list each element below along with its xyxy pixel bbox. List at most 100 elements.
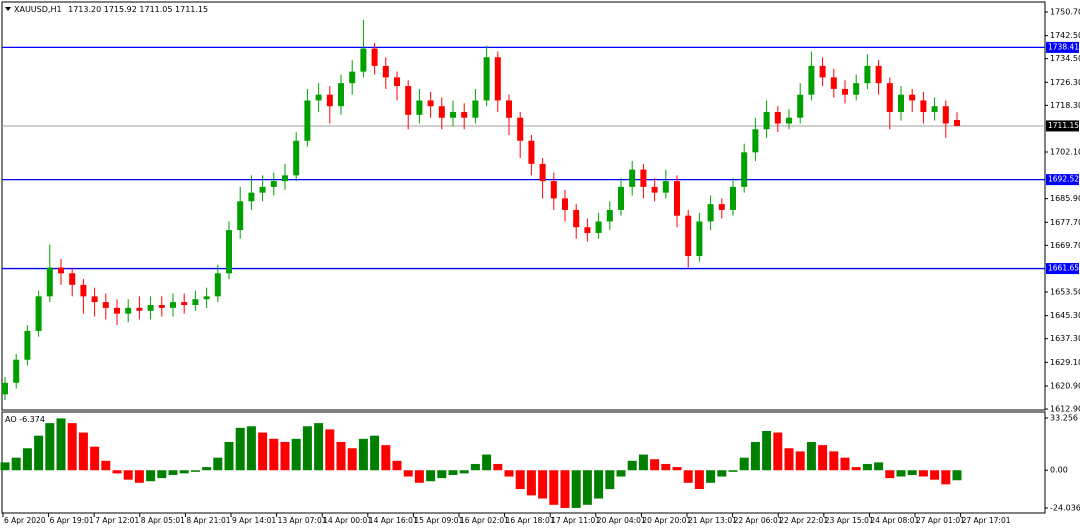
x-tick-label: 6 Apr 19:01: [50, 516, 94, 525]
y2-tick-label: 0.00: [1050, 466, 1068, 475]
indicator-panel: [1, 411, 1046, 514]
ao-bar: [302, 426, 312, 471]
ao-bar: [560, 470, 570, 508]
candle-body: [472, 100, 479, 118]
ao-bar: [627, 460, 637, 471]
x-tick-label: 20 Apr 04:01: [597, 516, 646, 525]
ao-bar: [280, 441, 290, 471]
candle-body: [763, 111, 770, 130]
candle-body: [394, 77, 400, 87]
ao-bar: [392, 460, 402, 471]
candle-body: [707, 204, 714, 222]
ao-bar: [56, 418, 66, 471]
x-tick-label: 6 Apr 2020: [4, 516, 46, 525]
ao-bar: [347, 448, 357, 471]
candle-body: [416, 100, 423, 115]
candle-body: [931, 106, 938, 112]
level-tag: [1046, 263, 1079, 275]
candle-body: [808, 65, 815, 95]
level-tag-label: 1692.52: [1048, 175, 1079, 184]
candle-body: [192, 299, 199, 305]
ao-bar: [11, 457, 21, 471]
price-tag: [1046, 120, 1079, 132]
ao-bar: [0, 462, 10, 471]
candle-body: [136, 307, 143, 311]
ao-bar: [504, 470, 514, 477]
candle-body: [842, 88, 848, 95]
ao-bar: [246, 426, 256, 471]
ao-bar: [594, 470, 604, 499]
y-tick-label: 1669.70: [1050, 241, 1080, 250]
candle-body: [326, 94, 333, 107]
candle-body: [954, 120, 960, 126]
ao-bar: [918, 470, 928, 477]
ao-bar: [291, 438, 301, 471]
ao-bar: [403, 470, 413, 477]
candle-body: [2, 382, 8, 395]
candle-body: [718, 204, 725, 210]
y-tick-label: 1734.50: [1050, 54, 1080, 63]
ao-bar: [784, 448, 794, 471]
ao-bar: [930, 470, 940, 480]
y-tick-label: 1742.50: [1050, 31, 1080, 40]
ao-bar: [762, 430, 772, 471]
candle-body: [259, 186, 266, 193]
candle-body: [125, 307, 132, 314]
y-tick-label: 1653.50: [1050, 288, 1080, 297]
candle-body: [315, 94, 322, 101]
ao-bar: [571, 470, 581, 508]
candle-body: [752, 129, 759, 153]
candle-body: [494, 57, 501, 101]
ao-bar: [67, 423, 77, 471]
x-tick-label: 17 Apr 11:01: [551, 516, 600, 525]
candle-body: [270, 181, 277, 187]
ao-bar: [426, 470, 436, 482]
ao-bar: [179, 470, 189, 474]
ao-bar: [34, 435, 44, 471]
candle-body: [46, 267, 53, 297]
ao-bar: [168, 470, 178, 475]
candle-body: [517, 117, 524, 141]
candle-body: [58, 267, 64, 274]
candle-body: [528, 140, 535, 164]
candle-body: [909, 94, 916, 101]
ao-bar: [885, 470, 895, 479]
x-tick-label: 14 Apr 00:01: [323, 516, 372, 525]
ao-bar: [224, 441, 234, 471]
candle-body: [853, 83, 860, 95]
x-tick-label: 24 Apr 08:01: [870, 516, 919, 525]
candle-body: [898, 94, 904, 112]
candle-body: [170, 302, 176, 308]
candle-body: [651, 186, 658, 193]
y-tick-label: 1620.90: [1050, 381, 1080, 390]
candle-body: [405, 86, 412, 115]
candle-body: [562, 198, 568, 210]
ao-bar: [235, 427, 245, 471]
candle-body: [214, 273, 221, 297]
candle-body: [158, 304, 165, 308]
candle-body: [349, 71, 356, 84]
candle-body: [640, 169, 647, 187]
candle-body: [539, 163, 546, 182]
ao-bar: [437, 470, 447, 479]
candle-body: [35, 296, 42, 331]
ao-bar: [381, 445, 391, 471]
candle-body: [506, 100, 512, 118]
ao-bar: [538, 470, 548, 499]
ao-bar: [22, 448, 32, 471]
candle-body: [181, 302, 188, 305]
ao-bar: [650, 459, 660, 471]
candle-body: [450, 111, 456, 118]
candle-body: [618, 186, 624, 210]
x-tick-label: 15 Apr 09:01: [414, 516, 463, 525]
candle-body: [438, 106, 445, 118]
candle-body: [147, 304, 154, 311]
ao-bar: [862, 463, 872, 471]
y-tick-label: 1718.30: [1050, 101, 1080, 110]
level-tag: [1046, 174, 1079, 186]
candle-body: [282, 175, 288, 182]
y2-tick-label: 33.256: [1050, 414, 1078, 423]
chart-title: XAUUSD,H1 1713.20 1715.92 1711.05 1711.1…: [14, 5, 208, 14]
ao-bar: [795, 451, 805, 471]
